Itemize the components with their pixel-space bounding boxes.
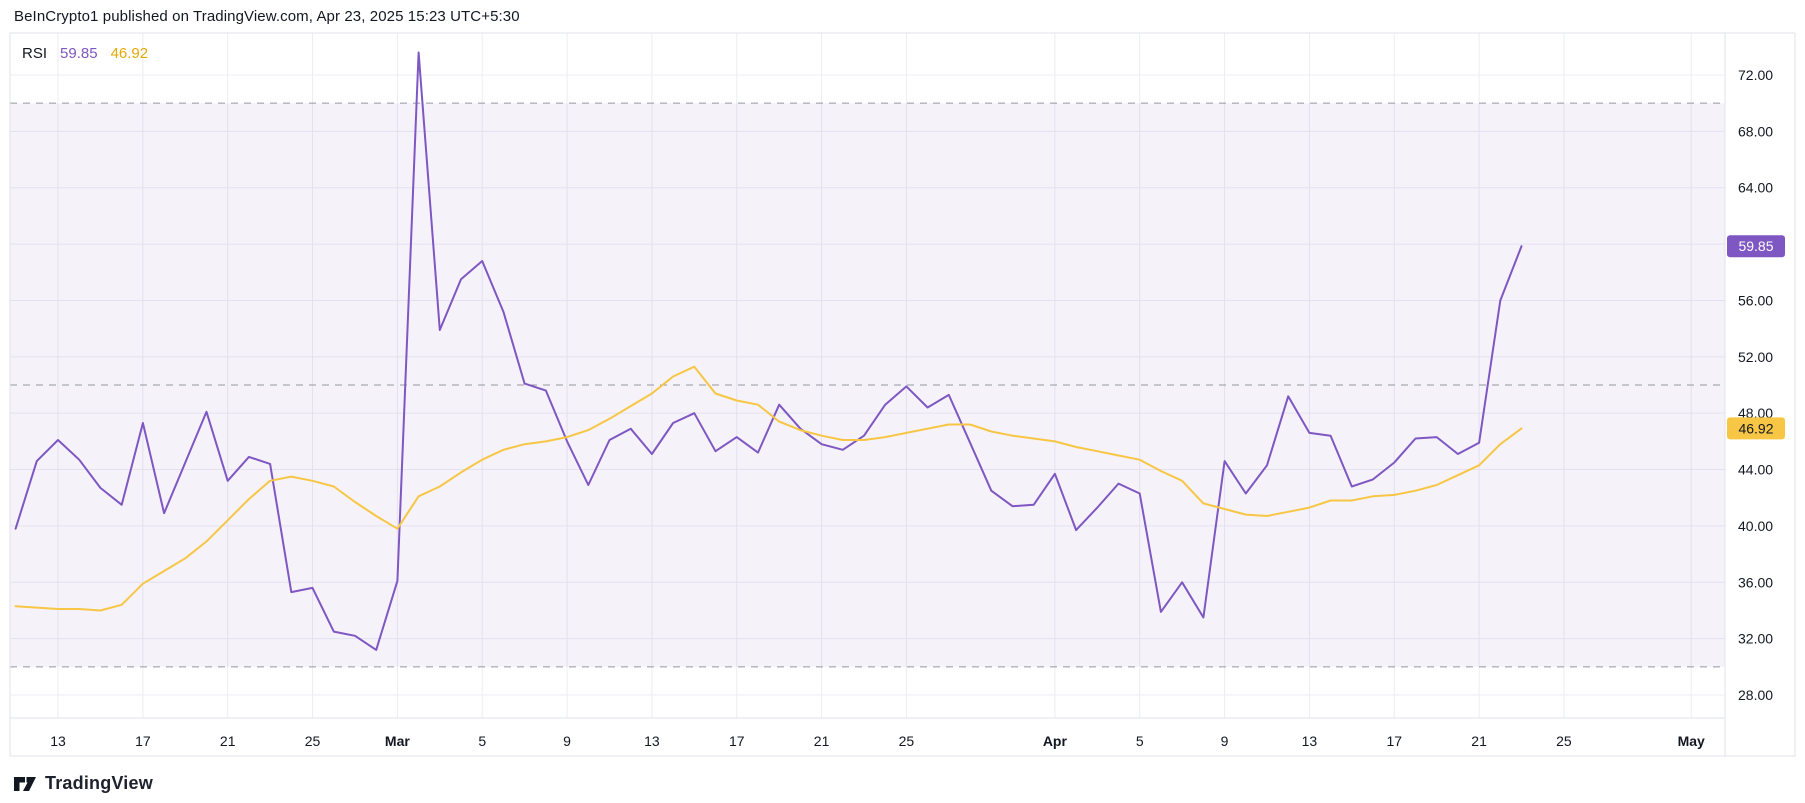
time-axis-label: 21 xyxy=(220,733,236,749)
grid-lines xyxy=(10,33,1725,718)
indicator-legend[interactable]: RSI 59.85 46.92 xyxy=(22,45,148,62)
time-axis-label: 17 xyxy=(1386,733,1402,749)
pane-borders xyxy=(9,32,1796,757)
legend-rsi-value: 59.85 xyxy=(60,45,98,62)
overbought-oversold-band xyxy=(10,103,1725,667)
indicator-title: RSI xyxy=(22,45,48,62)
price-axis-label: 28.00 xyxy=(1738,687,1773,703)
price-axis-label: 40.00 xyxy=(1738,518,1773,534)
time-axis[interactable]: 13 17 21 25 Mar 5 9 13 17 21 25 Apr 5 9 13 17 21 25 May xyxy=(50,733,1705,749)
tradingview-logo-text: TradingView xyxy=(45,772,153,793)
time-axis-label: May xyxy=(1678,733,1705,749)
time-axis-label: 17 xyxy=(729,733,745,749)
time-axis-label: Apr xyxy=(1043,733,1068,749)
svg-text:59.85: 59.85 xyxy=(1738,238,1773,254)
attribution-text: BeInCrypto1 published on TradingView.com… xyxy=(14,8,520,25)
price-axis-label: 64.00 xyxy=(1738,180,1773,196)
time-axis-label: Mar xyxy=(385,733,410,749)
price-axis-label: 52.00 xyxy=(1738,349,1773,365)
price-axis-label: 56.00 xyxy=(1738,292,1773,308)
time-axis-label: 13 xyxy=(1302,733,1318,749)
price-axis-label: 72.00 xyxy=(1738,67,1773,83)
time-axis-label: 21 xyxy=(1471,733,1487,749)
rsi-ma-line[interactable] xyxy=(14,365,1523,612)
price-axis-label: 68.00 xyxy=(1738,123,1773,139)
time-axis-label: 13 xyxy=(644,733,660,749)
tradingview-logo[interactable]: TradingView xyxy=(12,770,153,796)
time-axis-label: 25 xyxy=(899,733,915,749)
rsi-line[interactable] xyxy=(14,51,1523,651)
price-axis-label: 36.00 xyxy=(1738,574,1773,590)
price-axis-label: 44.00 xyxy=(1738,462,1773,478)
rsi-price-badge: 59.85 xyxy=(1727,235,1785,258)
price-axis-label: 48.00 xyxy=(1738,405,1773,421)
legend-ma-value: 46.92 xyxy=(110,45,149,62)
time-axis-label: 13 xyxy=(50,733,66,749)
svg-text:46.92: 46.92 xyxy=(1738,420,1773,436)
time-axis-label: 9 xyxy=(563,733,571,749)
time-axis-label: 5 xyxy=(1136,733,1144,749)
time-axis-label: 17 xyxy=(135,733,151,749)
tradingview-logo-icon xyxy=(12,770,38,796)
time-axis-label: 25 xyxy=(305,733,321,749)
price-axis[interactable]: 72.0068.0064.0060.0056.0052.0048.0044.00… xyxy=(1738,67,1773,703)
time-axis-label: 21 xyxy=(814,733,830,749)
time-axis-label: 9 xyxy=(1221,733,1229,749)
time-axis-label: 5 xyxy=(478,733,486,749)
price-axis-label: 32.00 xyxy=(1738,631,1773,647)
ma-price-badge: 46.92 xyxy=(1727,417,1785,440)
time-axis-label: 25 xyxy=(1556,733,1572,749)
